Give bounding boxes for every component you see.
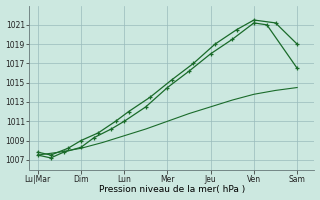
X-axis label: Pression niveau de la mer( hPa ): Pression niveau de la mer( hPa ) (99, 185, 245, 194)
